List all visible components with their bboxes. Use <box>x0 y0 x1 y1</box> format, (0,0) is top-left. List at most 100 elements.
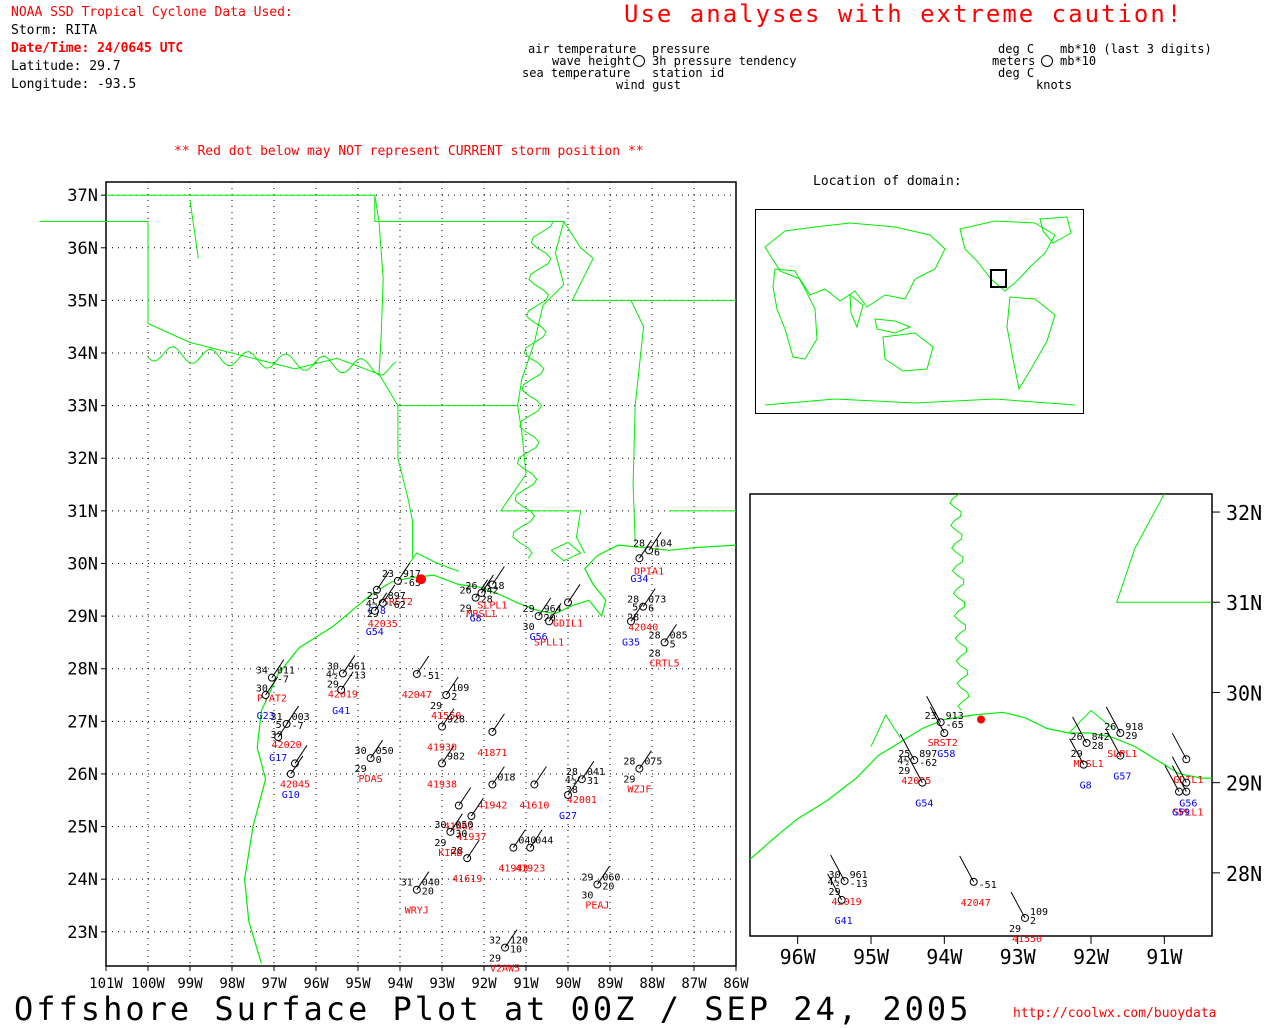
station-id-label: 41550 <box>431 711 461 722</box>
wind-barb <box>475 579 489 598</box>
wind-barb <box>638 750 652 769</box>
air-temp-value: 28 <box>623 757 635 768</box>
station-id-label: PTAT2 <box>257 694 287 705</box>
unit-deg-c-top: deg C <box>998 42 1035 56</box>
pressure-value: 073 <box>648 595 666 606</box>
wave-height-value: 5 <box>632 603 638 614</box>
sea-temp-value: 29 <box>1009 924 1021 935</box>
air-temp-value: 26 <box>460 586 472 597</box>
station-id-label: G58 <box>937 749 955 760</box>
wind-barb <box>959 855 975 883</box>
sea-temp-value: 28 <box>566 785 578 796</box>
map-frame <box>749 493 1213 937</box>
wind-barb <box>491 766 505 785</box>
wind-barb <box>481 574 494 594</box>
station-id-label: 41550 <box>1012 934 1042 945</box>
pressure-value: 018 <box>497 772 515 783</box>
lat-label: 26N <box>67 765 98 785</box>
lon-label: 94W <box>387 976 413 990</box>
lat-label: 37N <box>67 186 98 206</box>
pressure-tendency-value: -7 <box>292 721 304 732</box>
wind-barb <box>664 624 678 643</box>
wind-barb <box>370 739 384 759</box>
air-temp-value: 26 <box>465 581 477 592</box>
lon-label: 93W <box>1000 945 1037 969</box>
wind-barb <box>1171 732 1187 760</box>
wind-barb <box>529 829 543 848</box>
main-map[interactable]: 37N 36N 35N 34N 33N 32N 31N 30N 29N 28N 27N 26N 25N 2… <box>40 170 750 990</box>
wind-barb <box>277 718 291 738</box>
station-id-label: MRSL1 <box>1074 759 1104 770</box>
station-id-label: G57 <box>1113 772 1131 783</box>
station-id-label: PDAS <box>359 774 383 785</box>
wind-barb <box>1072 716 1088 744</box>
station-id-label: SRST2 <box>383 597 413 608</box>
station-id-label: 41862 <box>444 822 474 833</box>
air-temp-value: 25 <box>367 591 379 602</box>
wind-barb <box>548 603 562 622</box>
station-id-label: 42020 <box>272 740 302 751</box>
air-temp-value: 30 <box>355 746 367 757</box>
air-temp-value: 28 <box>649 630 661 641</box>
lon-label: 100W <box>131 976 165 990</box>
legend-tendency: 3h pressure tendency <box>652 54 797 68</box>
state-boundary <box>397 405 414 559</box>
wind-barb <box>290 755 304 775</box>
state-boundary <box>397 405 586 554</box>
wind-barb <box>374 592 388 612</box>
station-marker <box>1182 778 1191 787</box>
station-id-label: 41937 <box>456 832 486 843</box>
unit-mb10: mb*10 <box>1060 54 1097 68</box>
air-temp-value: 28 <box>627 595 639 606</box>
station-marker <box>564 598 572 607</box>
unit-deg-c-bottom: deg C <box>998 66 1035 80</box>
wind-barb <box>1164 765 1180 792</box>
air-temp-value: 25 <box>898 749 910 760</box>
pressure-value: 044 <box>535 836 553 847</box>
legend-station-id: station id <box>652 66 725 80</box>
unit-mb: mb*10 (last 3 digits) <box>1060 42 1212 56</box>
lat-label: 34N <box>67 344 98 364</box>
legend-units: deg C mb*10 (last 3 digits) meters mb*10… <box>990 43 1230 93</box>
lat-label: 30N <box>1226 681 1262 705</box>
caution-banner: Use analyses with extreme caution! <box>624 0 1184 28</box>
pressure-tendency-value: 5 <box>670 639 676 650</box>
station-marker <box>1182 787 1191 796</box>
pressure-tendency-value: 29 <box>1125 731 1137 742</box>
lat-label: 28N <box>67 660 98 680</box>
world-inset-map <box>755 209 1084 414</box>
lat-label: 24N <box>67 870 98 890</box>
sea-temp-value: 29 <box>430 701 442 712</box>
station-id-label: G54 <box>366 627 384 638</box>
lon-label: 87W <box>681 976 707 990</box>
station-id-label: SPLL1 <box>1173 808 1203 819</box>
pressure-value: 003 <box>292 712 310 723</box>
lat-label: 36N <box>67 239 98 259</box>
pressure-tendency-value: 31 <box>587 776 599 787</box>
wind-barb <box>416 871 430 890</box>
station-id-label: 41923 <box>515 864 545 875</box>
lat-label: 32N <box>67 449 98 469</box>
source-url[interactable]: http://coolwx.com/buoydata <box>1013 1006 1217 1021</box>
lon-label: 95W <box>853 945 890 969</box>
station-marker <box>534 612 543 621</box>
sea-temp-value: 29 <box>898 766 910 777</box>
pressure-tendency-value: -7 <box>277 675 289 686</box>
lon-label: 90W <box>555 976 581 990</box>
pressure-tendency-value: 20 <box>602 881 614 892</box>
state-boundary <box>106 194 594 259</box>
sea-temp-value: 29 <box>460 604 472 615</box>
storm-position-icon <box>416 574 426 585</box>
station-id-label: 42001 <box>567 795 597 806</box>
lon-label: 88W <box>639 976 665 990</box>
wind-barb <box>441 708 455 727</box>
station-marker <box>660 638 669 647</box>
station-marker <box>940 729 949 738</box>
station-id-label: G8 <box>470 614 482 625</box>
wave-height-value: 4½ <box>897 755 909 767</box>
station-id-label: 41938 <box>427 779 457 790</box>
wind-barb <box>491 566 505 585</box>
pressure-value: 897 <box>388 591 406 602</box>
lon-label: 92W <box>471 976 497 990</box>
